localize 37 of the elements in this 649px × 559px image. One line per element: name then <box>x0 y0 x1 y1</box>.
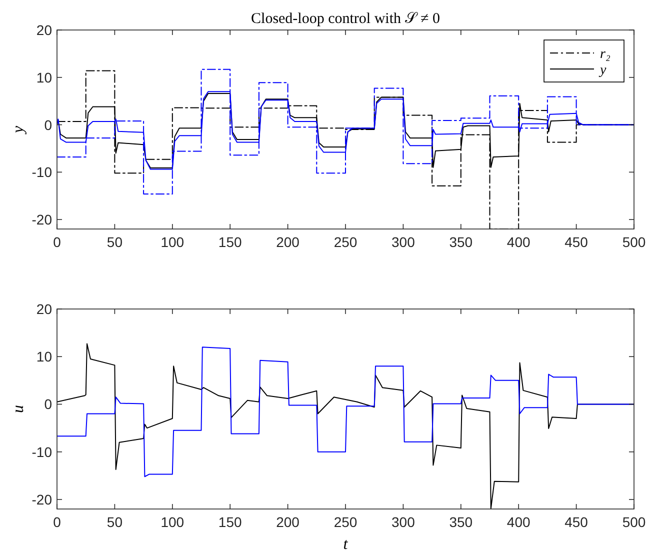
x-tick-label: 250 <box>334 514 358 530</box>
x-axis-title: t <box>343 536 348 553</box>
x-tick-label: 450 <box>564 514 588 530</box>
y-tick-label: -20 <box>32 491 52 508</box>
x-tick-label: 150 <box>218 514 242 530</box>
y-tick-label: -20 <box>32 212 52 228</box>
x-tick-label: 200 <box>276 514 300 530</box>
x-tick-label: 150 <box>218 234 242 250</box>
x-tick-label: 300 <box>392 514 416 530</box>
x-tick-label: 50 <box>106 514 123 530</box>
y-tick-label: 0 <box>44 116 52 133</box>
x-tick-label: 350 <box>449 514 473 530</box>
y-tick-label: -10 <box>32 444 52 460</box>
x-tick-label: 100 <box>160 514 184 530</box>
y-axis-title: u <box>10 405 27 413</box>
x-tick-label: 250 <box>334 234 358 250</box>
legend-label: y <box>598 63 607 78</box>
x-tick-label: 500 <box>622 234 646 250</box>
y-tick-label: 20 <box>36 22 52 38</box>
x-tick-label: 400 <box>506 234 530 250</box>
x-tick-label: 400 <box>506 514 530 530</box>
y-axis-title: y <box>10 125 27 136</box>
y-tick-label: -10 <box>32 164 52 180</box>
y-tick-label: 10 <box>36 348 52 365</box>
x-tick-label: 200 <box>276 234 300 250</box>
x-tick-label: 500 <box>622 514 646 530</box>
legend-label: r₂ <box>600 47 610 62</box>
y-tick-label: 10 <box>36 69 52 86</box>
x-tick-label: 50 <box>106 234 123 250</box>
y-tick-label: 0 <box>44 396 52 412</box>
line-series <box>57 346 634 478</box>
x-tick-label: 100 <box>160 234 184 250</box>
x-tick-label: 350 <box>449 234 473 250</box>
chart-title: Closed-loop control with 𝒮 ≠ 0 <box>251 11 440 27</box>
x-tick-label: 450 <box>564 234 588 250</box>
y-tick-label: 20 <box>36 301 52 317</box>
x-tick-label: 300 <box>392 234 416 250</box>
